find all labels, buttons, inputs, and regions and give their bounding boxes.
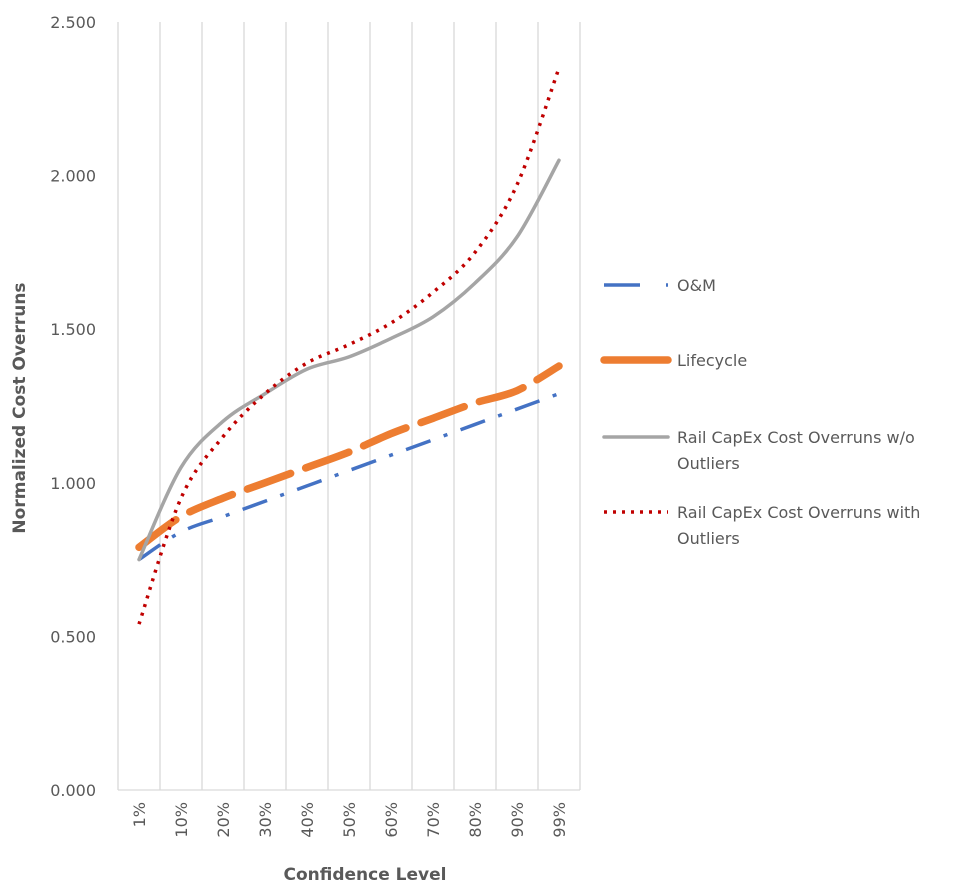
- series-line-0: [138, 392, 560, 562]
- x-tick-label: 70%: [424, 802, 443, 838]
- legend-label: O&M: [677, 276, 716, 295]
- y-tick-label: 1.500: [50, 320, 96, 339]
- x-tick-label: 80%: [466, 802, 485, 838]
- x-tick-label: 60%: [382, 802, 401, 838]
- legend-label: Lifecycle: [677, 351, 747, 370]
- series-line-2: [137, 158, 561, 562]
- series-lines: [135, 67, 563, 625]
- y-axis-title: Normalized Cost Overruns: [10, 282, 30, 533]
- y-tick-label: 2.500: [50, 13, 96, 32]
- x-axis-tick-labels: 1% 10% 20% 30% 40% 50% 60% 70% 80% 90% 99%: [130, 802, 569, 838]
- y-tick-label: 0.500: [50, 627, 96, 646]
- x-tick-label: 40%: [298, 802, 317, 838]
- x-axis-title: Confidence Level: [284, 865, 447, 884]
- x-tick-label: 20%: [214, 802, 233, 838]
- legend: O&M Lifecycle Rail CapEx Cost Overruns w/o…: [600, 276, 920, 548]
- x-tick-label: 30%: [256, 802, 275, 838]
- y-tick-label: 2.000: [50, 167, 96, 186]
- x-tick-label: 1%: [130, 802, 149, 827]
- x-tick-label: 10%: [172, 802, 191, 838]
- y-axis-tick-labels: 0.000 0.500 1.000 1.500 2.000 2.500: [50, 13, 96, 800]
- legend-label: Rail CapEx Cost Overruns with Outliers: [677, 503, 920, 548]
- x-tick-label: 99%: [550, 802, 569, 838]
- series-line-3: [137, 67, 561, 625]
- x-tick-label: 50%: [340, 802, 359, 838]
- y-tick-label: 0.000: [50, 781, 96, 800]
- series-line-1: [135, 362, 563, 552]
- x-tick-label: 90%: [508, 802, 527, 838]
- vertical-gridlines: [117, 22, 581, 791]
- legend-label: Rail CapEx Cost Overruns w/o Outliers: [677, 428, 915, 473]
- y-tick-label: 1.000: [50, 474, 96, 493]
